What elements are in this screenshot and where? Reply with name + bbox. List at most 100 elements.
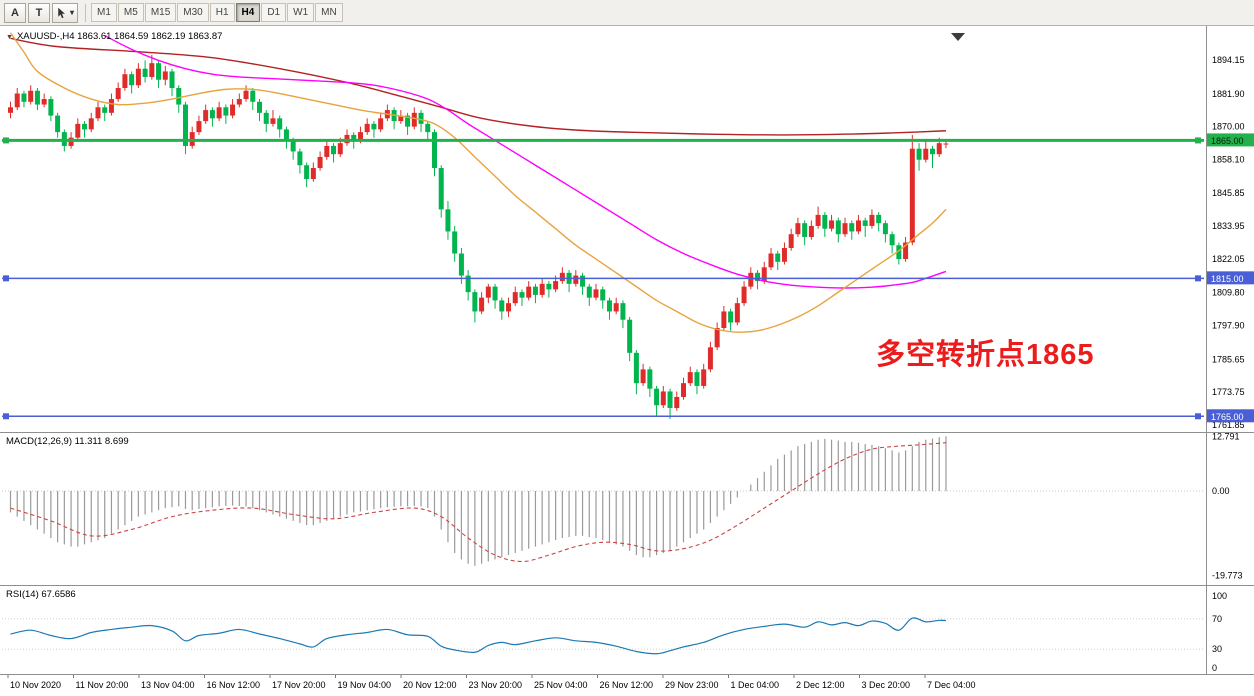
candle-body [236, 99, 242, 105]
candle-body [357, 132, 363, 141]
macd-indicator-label: MACD(12,26,9) 11.311 8.699 [6, 436, 129, 447]
time-axis-label: 29 Nov 23:00 [665, 680, 719, 690]
time-axis-label: 23 Nov 20:00 [469, 680, 523, 690]
rsi-axis-label: 70 [1212, 614, 1222, 624]
candle-body [230, 104, 236, 116]
rsi-line [10, 617, 947, 655]
drawing-tool-dropdown-button[interactable]: ▾ [52, 2, 79, 23]
level-price-tag-text: 1765.00 [1211, 412, 1244, 422]
timeframe-h4-button[interactable]: H4 [235, 3, 261, 22]
candle-body [102, 107, 108, 113]
price-chart-panel[interactable]: 1894.15 1881.90 1870.00 1858.10 1845.85 1833.… [0, 26, 1254, 432]
candle-body [277, 118, 283, 130]
chart-shift-marker[interactable] [951, 33, 965, 41]
timeframe-m15-button[interactable]: M15 [144, 3, 177, 22]
timeframe-w1-button[interactable]: W1 [287, 3, 315, 22]
candle-body [721, 311, 727, 328]
price-axis-label: 1845.85 [1212, 188, 1245, 198]
time-axis-label: 3 Dec 20:00 [862, 680, 911, 690]
rsi-axis-label: 30 [1212, 644, 1222, 654]
panel-separator[interactable] [0, 674, 1254, 675]
arrow-tool-button[interactable]: A [4, 2, 26, 23]
candle-body [849, 223, 855, 232]
candle-body [862, 220, 868, 226]
rsi-axis-label: 100 [1212, 591, 1227, 601]
candle-body [506, 303, 512, 312]
candle-body [802, 223, 808, 237]
candle-body [465, 275, 471, 293]
timeframe-m1-button[interactable]: M1 [91, 3, 117, 22]
price-axis-border[interactable] [1206, 26, 1207, 675]
price-axis-label: 1881.90 [1212, 89, 1245, 99]
candle-body [304, 165, 310, 180]
candle-body [808, 225, 814, 237]
macd-signal-line [10, 442, 947, 563]
level-handle[interactable] [1195, 275, 1201, 282]
candle-body [351, 134, 357, 141]
candle-body [903, 242, 909, 260]
candle-body [263, 112, 269, 124]
rsi-panel[interactable]: 100 70 30 0 [0, 586, 1254, 674]
candle-body [842, 223, 848, 235]
candle-body [815, 214, 821, 226]
candle-body [135, 68, 141, 86]
timeframe-mn-button[interactable]: MN [315, 3, 343, 22]
time-axis-label: 1 Dec 04:00 [731, 680, 780, 690]
timeframe-m5-button[interactable]: M5 [117, 3, 144, 22]
macd-panel[interactable]: 12.791 0.00 -19.773 [0, 433, 1254, 585]
candle-body [667, 391, 673, 408]
candle-body [795, 223, 801, 235]
candle-body [196, 121, 202, 133]
candle-body [257, 101, 263, 113]
candle-body [398, 115, 404, 122]
candle-body [936, 143, 942, 155]
ohlc-readout: XAUUSD-,H4 1863.61 1864.59 1862.19 1863.… [16, 31, 223, 42]
candle-body [593, 289, 599, 298]
level-handle[interactable] [3, 413, 9, 420]
candle-body [156, 63, 162, 80]
level-price-tag-text: 1815.00 [1211, 274, 1244, 284]
timeframe-h1-button[interactable]: H1 [209, 3, 235, 22]
ma-medium-magenta [104, 34, 947, 289]
level-handle[interactable] [3, 275, 9, 282]
candle-body [882, 223, 888, 235]
candle-body [142, 68, 148, 77]
candle-body [411, 112, 417, 127]
candle-body [418, 112, 424, 124]
panel-separator[interactable] [0, 432, 1254, 433]
chart-annotation-text[interactable]: 多空转折点1865 [876, 339, 1095, 371]
candle-body [250, 90, 256, 102]
candle-body [627, 319, 633, 353]
candle-body [714, 328, 720, 348]
timeframe-m30-button[interactable]: M30 [177, 3, 209, 22]
candle-body [633, 352, 639, 384]
level-handle[interactable] [3, 137, 9, 144]
panel-separator[interactable] [0, 585, 1254, 586]
time-axis-label: 10 Nov 2020 [10, 680, 61, 690]
candle-body [310, 168, 316, 180]
candle-body [364, 123, 370, 133]
level-price-tag [1207, 133, 1254, 147]
candle-body [768, 253, 774, 268]
candle-body [115, 88, 121, 100]
price-axis-label: 1822.05 [1212, 254, 1245, 264]
chevron-down-icon: ▾ [70, 8, 75, 17]
time-axis[interactable]: 10 Nov 2020 11 Nov 20:00 13 Nov 04:00 16 No… [0, 675, 1254, 696]
candle-body [34, 90, 40, 105]
candle-body [741, 286, 747, 304]
level-handle[interactable] [1195, 413, 1201, 420]
candle-body [923, 148, 929, 160]
level-handle[interactable] [1195, 137, 1201, 144]
collapse-arrow-icon[interactable]: ▼ [6, 34, 13, 41]
candle-body [485, 286, 491, 298]
candle-body [761, 267, 767, 282]
candle-body [176, 88, 182, 105]
timeframe-d1-button[interactable]: D1 [261, 3, 287, 22]
text-tool-button[interactable]: T [28, 2, 50, 23]
candle-body [916, 148, 922, 160]
candle-body [654, 388, 660, 406]
candle-body [539, 283, 545, 295]
candle-body [492, 286, 498, 301]
macd-axis-label: 12.791 [1212, 433, 1240, 441]
candle-body [707, 347, 713, 370]
